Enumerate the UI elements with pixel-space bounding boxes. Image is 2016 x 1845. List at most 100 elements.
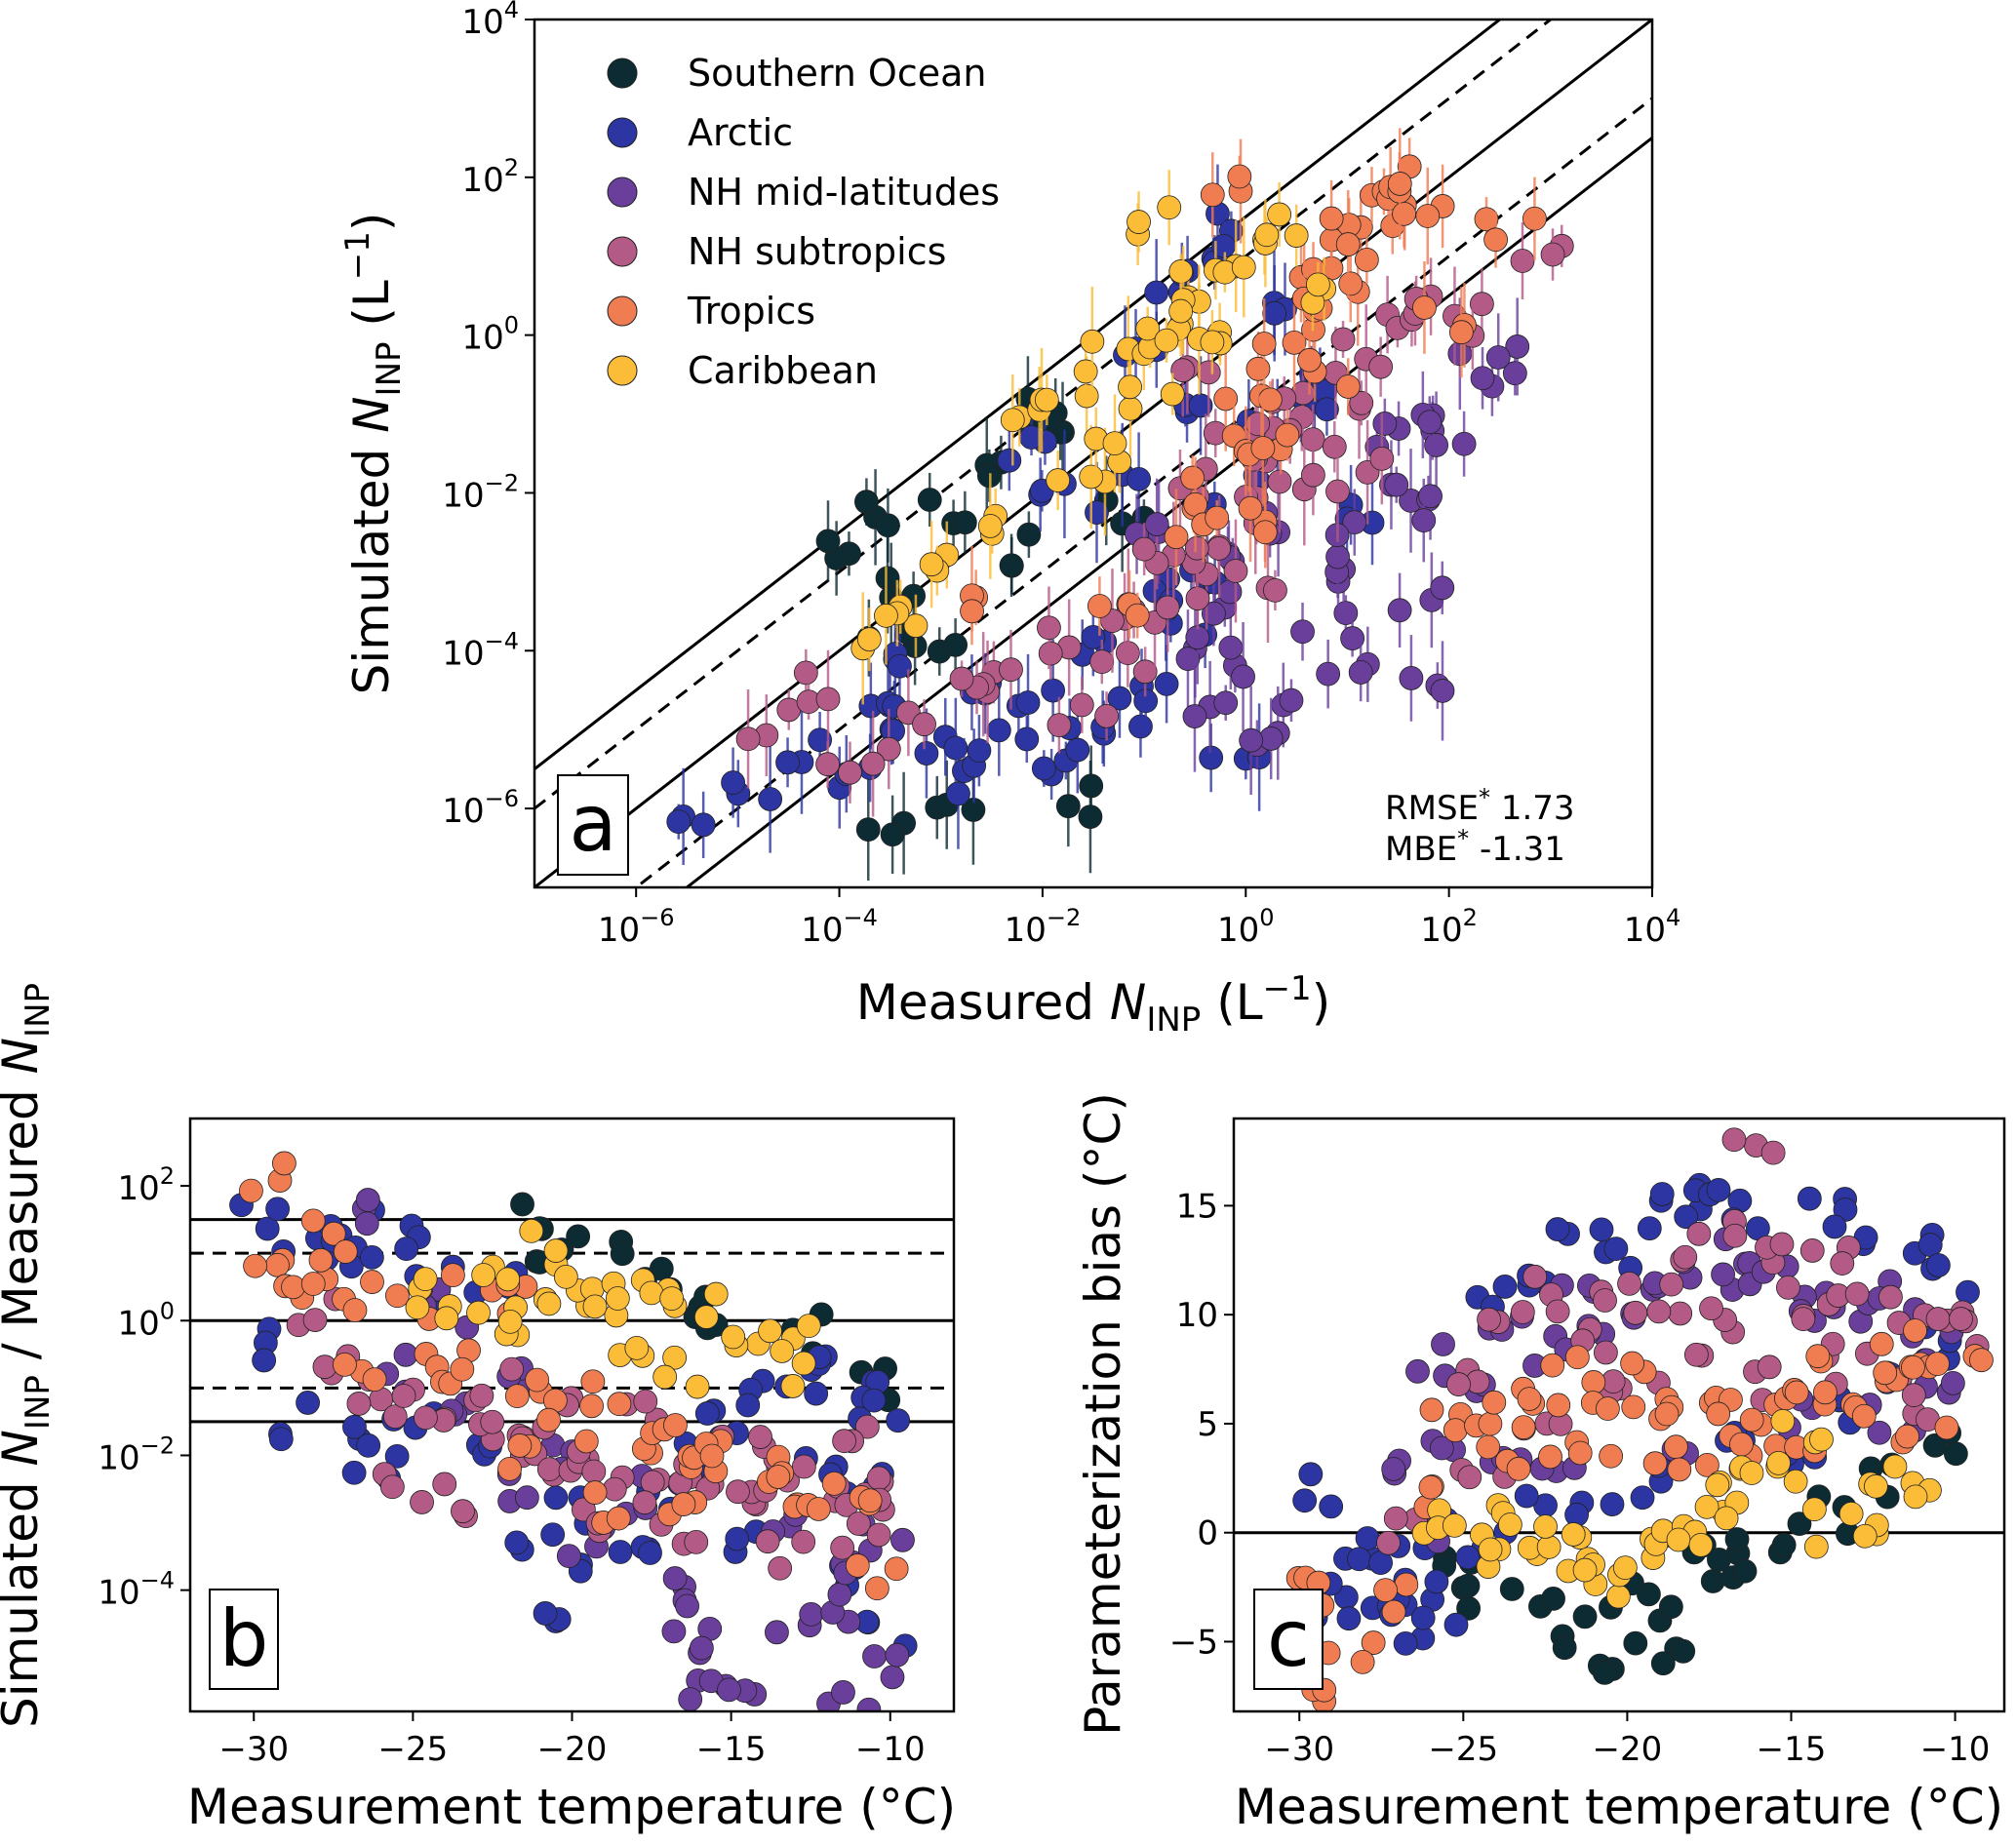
data-point-tropics: [1164, 525, 1189, 550]
data-point-southern-ocean: [1455, 1573, 1481, 1598]
data-point-nh-subtropics: [346, 1392, 372, 1416]
y-tick-label: 10−4: [442, 627, 519, 673]
data-point-nh-subtropics: [633, 1389, 658, 1414]
data-point-nh-midlat: [1372, 412, 1398, 436]
data-point-nh-midlat: [1381, 1457, 1406, 1481]
data-point-arctic: [861, 1388, 887, 1413]
data-point-tropics: [864, 1576, 889, 1601]
data-point-nh-midlat: [1711, 1262, 1735, 1287]
data-point-nh-subtropics: [1721, 1127, 1747, 1153]
data-point-tropics: [525, 1367, 550, 1393]
data-point-southern-ocean: [943, 632, 968, 657]
data-point-tropics: [1873, 1360, 1898, 1386]
data-point-nh-subtropics: [1470, 292, 1494, 317]
data-point-tropics: [1581, 1370, 1606, 1394]
data-point-nh-midlat: [1399, 666, 1424, 690]
data-point-tropics: [607, 1392, 632, 1417]
data-point-caribbean: [770, 1339, 795, 1363]
data-point-tropics: [1482, 1390, 1507, 1415]
data-point-arctic: [342, 1414, 367, 1439]
data-point-tropics: [243, 1253, 267, 1278]
data-point-southern-ocean: [1572, 1604, 1598, 1629]
data-point-nh-subtropics: [302, 1308, 328, 1333]
data-point-nh-subtropics: [1901, 1383, 1926, 1408]
data-point-nh-midlat: [1387, 598, 1412, 623]
data-point-tropics: [671, 1492, 696, 1516]
data-point-tropics: [1511, 1415, 1536, 1440]
data-point-nh-subtropics: [1094, 703, 1119, 728]
data-point-nh-subtropics: [1668, 1301, 1693, 1326]
data-point-tropics: [1419, 1397, 1444, 1423]
data-point-arctic: [1649, 1182, 1675, 1206]
panel-b-x-axis-label: Measurement temperature (°C): [187, 1779, 956, 1835]
data-point-arctic: [1041, 678, 1066, 703]
data-point-tropics: [1415, 204, 1441, 228]
data-point-caribbean: [1536, 1535, 1561, 1559]
data-point-nh-subtropics: [1330, 327, 1356, 352]
data-point-caribbean: [1783, 1469, 1808, 1494]
data-point-arctic: [255, 1216, 280, 1241]
data-point-caribbean: [791, 1351, 816, 1376]
data-point-southern-ocean: [1724, 1527, 1750, 1551]
data-point-tropics: [239, 1178, 263, 1203]
data-point-arctic: [1514, 1483, 1539, 1509]
data-point-tropics: [1213, 386, 1239, 412]
data-point-nh-subtropics: [1369, 446, 1395, 471]
data-point-tropics: [1903, 1318, 1927, 1343]
rmse-label: RMSE: [1385, 789, 1479, 828]
data-point-caribbean: [659, 1286, 685, 1312]
data-point-arctic: [1393, 1630, 1418, 1656]
panel-a-reference-line: [534, 20, 1652, 887]
data-point-arctic: [341, 1460, 367, 1485]
mbe-label: MBE: [1385, 830, 1457, 869]
mbe-value: -1.31: [1480, 830, 1565, 869]
data-point-tropics: [699, 1443, 725, 1469]
data-point-nh-subtropics: [1791, 1307, 1816, 1332]
data-point-nh-subtropics: [768, 1555, 793, 1581]
legend-marker-southern-ocean: [607, 58, 638, 89]
data-point-southern-ocean: [1922, 1433, 1948, 1458]
data-point-arctic: [1424, 1569, 1449, 1594]
data-point-arctic: [1603, 1237, 1629, 1262]
data-point-caribbean: [780, 1374, 806, 1398]
data-point-nh-subtropics: [791, 1454, 816, 1479]
data-point-southern-ocean: [1650, 1651, 1676, 1676]
data-point-caribbean: [1118, 374, 1142, 400]
data-point-tropics: [1564, 1345, 1590, 1370]
data-point-nh-subtropics: [1196, 360, 1221, 385]
data-point-nh-subtropics: [815, 752, 841, 777]
data-point-arctic: [1822, 1214, 1847, 1239]
data-point-tropics: [1522, 206, 1547, 231]
data-point-arctic: [1589, 1217, 1614, 1242]
data-point-nh-subtropics: [735, 726, 761, 752]
data-point-caribbean: [1852, 1523, 1878, 1549]
data-point-nh-midlat: [661, 1619, 687, 1644]
data-point-arctic: [543, 1485, 569, 1511]
data-point-tropics: [1478, 1411, 1503, 1436]
data-point-caribbean: [1254, 222, 1280, 248]
data-point-southern-ocean: [1079, 773, 1104, 799]
data-point-nh-midlat: [689, 1635, 714, 1661]
data-point-caribbean: [1442, 1513, 1467, 1538]
data-point-nh-midlat: [1342, 510, 1367, 535]
data-point-arctic: [1637, 1216, 1662, 1241]
data-point-nh-subtropics: [1325, 479, 1350, 504]
data-point-tropics: [663, 1413, 688, 1437]
data-point-tropics: [497, 1456, 522, 1481]
data-point-tropics: [1925, 1352, 1950, 1377]
data-point-caribbean: [495, 1267, 521, 1292]
panel-b-scatter: −30 −25 −20 −15 −10 102 100 10−2 10−4 b Measure…: [0, 983, 956, 1835]
data-point-tropics: [960, 599, 984, 624]
data-point-caribbean: [536, 1291, 562, 1316]
data-point-tropics: [573, 1429, 599, 1454]
data-point-arctic: [691, 812, 716, 838]
data-point-nh-subtropics: [432, 1472, 457, 1497]
data-point-nh-midlat: [1384, 472, 1409, 497]
data-point-nh-midlat: [556, 1544, 581, 1569]
data-point-tropics: [1443, 1418, 1468, 1443]
data-point-tropics: [1694, 1452, 1720, 1477]
y-tick-label: 10: [1176, 1296, 1218, 1335]
data-point-tropics: [1784, 1380, 1809, 1405]
panel-a-x-ticks: 10−6 10−4 10−2 100 102 104: [598, 887, 1680, 950]
data-point-arctic: [359, 1244, 384, 1270]
